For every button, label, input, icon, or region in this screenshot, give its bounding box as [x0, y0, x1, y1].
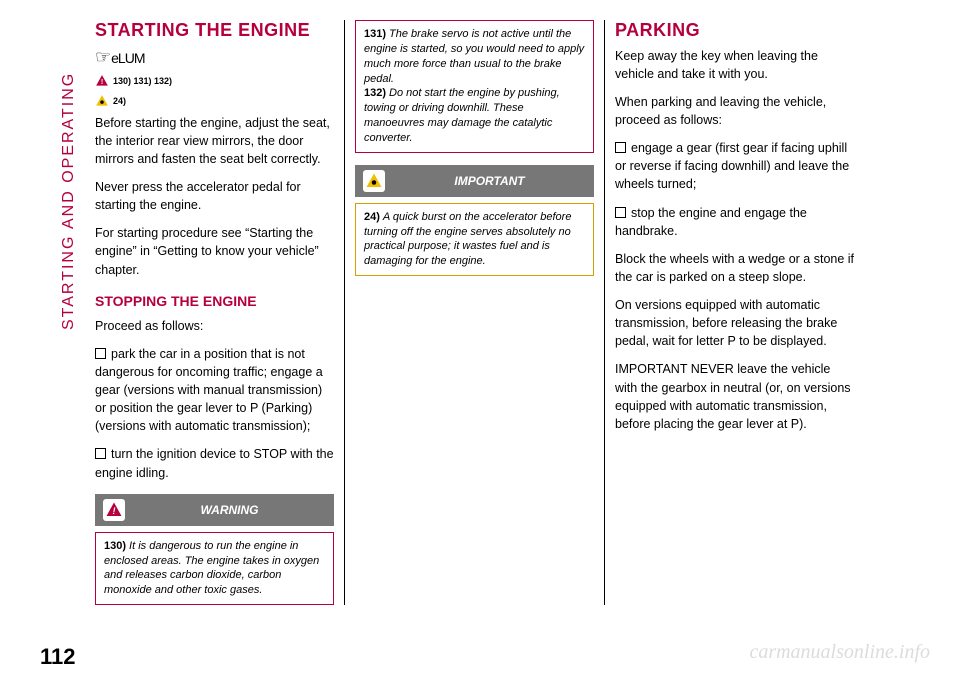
page-number: 112 — [40, 644, 76, 670]
page: STARTING AND OPERATING STARTING THE ENGI… — [40, 20, 920, 658]
bullet-park-car: park the car in a position that is not d… — [95, 345, 334, 436]
important-24-text: A quick burst on the accelerator before … — [364, 211, 571, 268]
warning-header-icon: ! — [103, 499, 125, 521]
svg-text:!: ! — [101, 79, 103, 86]
para-see-procedure: For starting procedure see “Starting the… — [95, 224, 334, 278]
column-1: STARTING THE ENGINE ☞eLUM ! 130) 131) 13… — [85, 20, 345, 605]
warning-131-text: The brake servo is not active until the … — [364, 28, 584, 85]
important-refs-text: 24) — [113, 96, 126, 106]
side-label: STARTING AND OPERATING — [60, 72, 78, 330]
svg-text:!: ! — [113, 505, 116, 515]
warning-130-text: It is dangerous to run the engine in enc… — [104, 540, 319, 597]
column-2: 131)The brake servo is not active until … — [345, 20, 605, 605]
columns: STARTING THE ENGINE ☞eLUM ! 130) 131) 13… — [85, 20, 920, 605]
bullet-engage-gear: engage a gear (first gear if facing uphi… — [615, 139, 855, 193]
watermark: carmanualsonline.info — [749, 641, 930, 664]
important-header-icon — [363, 170, 385, 192]
warning-header: ! WARNING — [95, 494, 334, 526]
column-3: PARKING Keep away the key when leaving t… — [605, 20, 865, 605]
warning-triangle-icon: ! — [95, 74, 109, 88]
warning-132-num: 132) — [364, 87, 386, 99]
para-automatic: On versions equipped with automatic tran… — [615, 296, 855, 350]
para-no-accelerator: Never press the accelerator pedal for st… — [95, 178, 334, 214]
para-proceed-parking: When parking and leaving the vehicle, pr… — [615, 93, 855, 129]
warning-131-num: 131) — [364, 28, 386, 40]
para-block-wheels: Block the wheels with a wedge or a stone… — [615, 250, 855, 286]
warning-132-text: Do not start the engine by pushing, towi… — [364, 87, 560, 144]
title-starting-engine: STARTING THE ENGINE — [95, 20, 334, 41]
para-adjust-seat: Before starting the engine, adjust the s… — [95, 114, 334, 168]
warning-refs-text: 130) 131) 132) — [113, 76, 172, 86]
title-parking: PARKING — [615, 20, 855, 41]
bullet-turn-ignition: turn the ignition device to STOP with th… — [95, 445, 334, 481]
warning-refs: ! 130) 131) 132) — [95, 74, 334, 88]
important-24-num: 24) — [364, 211, 380, 223]
important-refs: 24) — [95, 94, 334, 108]
important-24-box: 24)A quick burst on the accelerator befo… — [355, 203, 594, 276]
subtitle-stopping-engine: STOPPING THE ENGINE — [95, 293, 334, 309]
hand-icon: ☞eLUM — [95, 47, 334, 68]
para-keep-key: Keep away the key when leaving the vehic… — [615, 47, 855, 83]
caution-triangle-icon — [95, 94, 109, 108]
warning-131-132-box: 131)The brake servo is not active until … — [355, 20, 594, 153]
important-header: IMPORTANT — [355, 165, 594, 197]
para-important-never: IMPORTANT NEVER leave the vehicle with t… — [615, 360, 855, 433]
important-header-label: IMPORTANT — [393, 174, 586, 188]
warning-130-box: 130)It is dangerous to run the engine in… — [95, 532, 334, 605]
para-proceed: Proceed as follows: — [95, 317, 334, 335]
bullet-stop-engine: stop the engine and engage the handbrake… — [615, 204, 855, 240]
warning-header-label: WARNING — [133, 503, 326, 517]
warning-130-num: 130) — [104, 540, 126, 552]
